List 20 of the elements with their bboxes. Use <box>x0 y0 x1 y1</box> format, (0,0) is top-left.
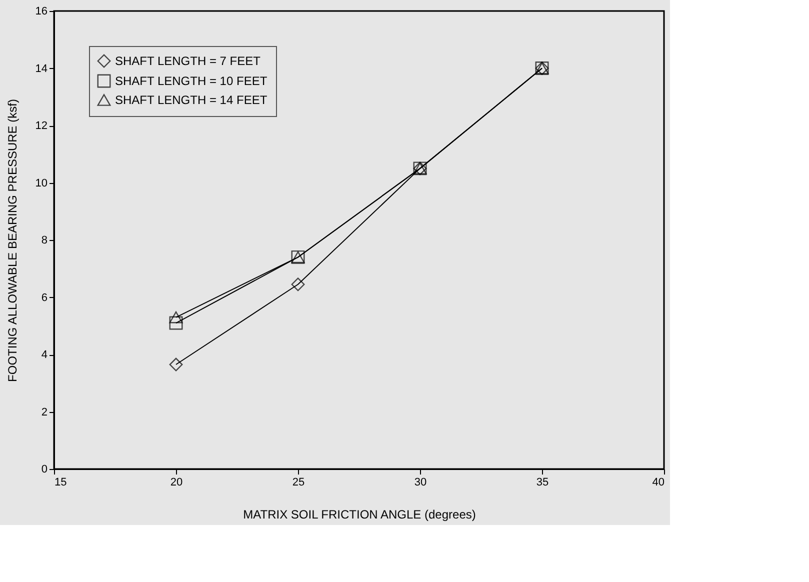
y-tick-label: 6 <box>41 292 48 304</box>
legend-label: SHAFT LENGTH = 10 FEET <box>115 74 268 88</box>
x-tick-label: 35 <box>536 476 549 488</box>
y-tick-label: 8 <box>41 234 48 246</box>
y-tick-label: 10 <box>35 177 48 190</box>
x-axis-title: MATRIX SOIL FRICTION ANGLE (degrees) <box>243 508 476 522</box>
x-tick-label: 30 <box>414 476 427 488</box>
y-tick-label: 4 <box>41 349 48 361</box>
y-tick-label: 16 <box>35 6 48 18</box>
legend-label: SHAFT LENGTH = 14 FEET <box>115 93 268 107</box>
x-tick-label: 15 <box>54 476 67 488</box>
y-tick-label: 2 <box>41 406 48 418</box>
y-tick-label: 12 <box>35 120 48 132</box>
legend-label: SHAFT LENGTH = 7 FEET <box>115 54 262 68</box>
y-tick-label: 14 <box>35 62 48 75</box>
y-tick-label: 0 <box>41 464 48 476</box>
y-axis-title: FOOTING ALLOWABLE BEARING PRESSURE (ksf) <box>5 99 20 382</box>
x-tick-label: 25 <box>292 476 305 488</box>
x-tick-label: 40 <box>652 476 664 488</box>
x-tick-label: 20 <box>170 476 183 488</box>
